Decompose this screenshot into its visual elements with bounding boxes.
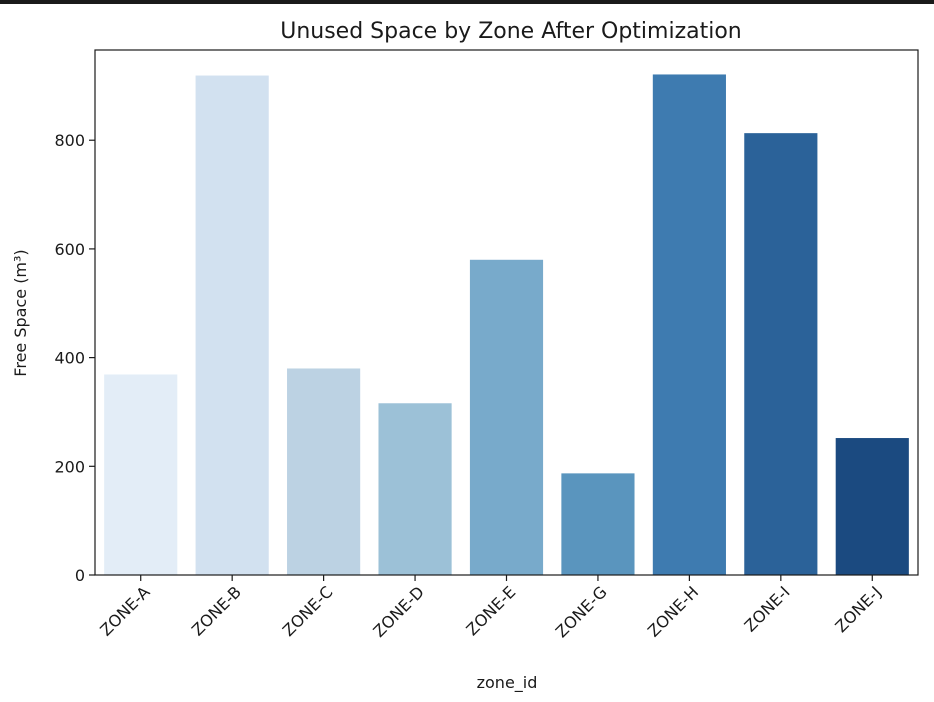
y-tick-label: 600 [54, 240, 85, 259]
x-tick-label: ZONE-H [644, 582, 702, 640]
x-tick-label: ZONE-I [741, 582, 794, 635]
x-tick-label: ZONE-J [831, 582, 885, 636]
x-tick-label: ZONE-E [462, 582, 519, 639]
y-axis-ticks: 0 200 400 600 800 [54, 131, 95, 585]
x-tick-label: ZONE-G [552, 582, 611, 641]
plot-frame [94, 49, 919, 576]
bar-zone-i [744, 133, 818, 576]
y-tick-label: 800 [54, 131, 85, 150]
bar-zone-d [378, 403, 452, 575]
chart-title: Unused Space by Zone After Optimization [280, 19, 742, 44]
y-tick-label: 200 [54, 457, 85, 476]
bar-zone-c [287, 368, 361, 575]
bars-group [104, 74, 909, 576]
y-tick-label: 0 [75, 566, 85, 585]
x-tick-label: ZONE-B [188, 582, 245, 639]
bar-zone-b [195, 75, 269, 575]
y-tick-label: 400 [54, 349, 85, 368]
x-tick-label: ZONE-C [279, 582, 337, 640]
x-tick-label: ZONE-D [369, 582, 428, 641]
x-axis-ticks: ZONE-A ZONE-B ZONE-C ZONE-D ZONE-E ZONE-G ZONE… [96, 575, 885, 641]
y-axis-label: Free Space (m³) [11, 249, 30, 376]
bar-zone-j [835, 438, 909, 575]
bar-zone-e [469, 259, 544, 575]
bar-zone-a [104, 374, 178, 575]
bar-zone-h [652, 74, 726, 576]
window-top-border [0, 0, 934, 4]
x-tick-label: ZONE-A [96, 582, 153, 639]
x-axis-label: zone_id [477, 673, 538, 693]
bar-zone-g [561, 473, 635, 575]
